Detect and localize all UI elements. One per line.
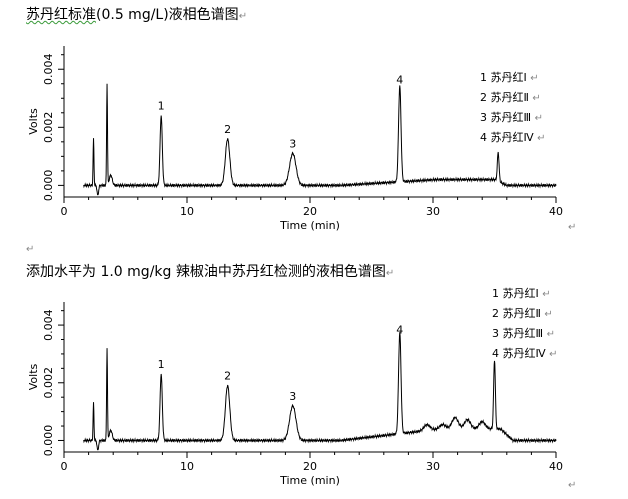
chromatogram-standard: 0 10 20 30 40 Time (min) 0.000 0.002 0.004 Volts 1… [27,46,563,232]
paragraph-mark: ↵ [532,93,541,104]
top-heading-prefix: 苏丹红标准 [26,7,96,23]
x-tick-label: 30 [426,460,440,473]
paragraph-mark: ↵ [537,133,546,144]
legend-item: 3 苏丹红Ⅲ ↵ [492,324,558,344]
legend-label: 3 苏丹红Ⅲ [492,327,544,340]
bottom-chart-heading: 添加水平为 1.0 mg/kg 辣椒油中苏丹红检测的液相色谱图↵ [26,263,394,283]
peak-label-3: 3 [289,390,296,403]
legend-label: 1 苏丹红Ⅰ [480,71,527,84]
x-tick-label: 0 [61,460,68,473]
legend-item: 3 苏丹红Ⅲ ↵ [480,108,546,128]
chromatogram-trace [83,332,557,451]
y-axis-label: Volts [27,363,40,390]
legend-label: 4 苏丹红Ⅳ [480,131,534,144]
top-chart-legend: 1 苏丹红Ⅰ ↵ 2 苏丹红Ⅱ ↵ 3 苏丹红Ⅲ ↵ 4 苏丹红Ⅳ ↵ [480,68,546,148]
chromatogram-sample: 0 10 20 30 40 Time (min) 0.000 0.002 0.004 Volts 1… [27,302,563,487]
paragraph-mark: ↵ [568,480,577,491]
legend-label: 2 苏丹红Ⅱ [480,91,529,104]
peak-label-4: 4 [396,74,403,87]
paragraph-mark: ↵ [546,329,555,340]
paragraph-mark: ↵ [530,73,539,84]
chromatogram-trace [83,83,557,196]
legend-label: 4 苏丹红Ⅳ [492,347,546,360]
top-chart-heading: 苏丹红标准(0.5 mg/L)液相色谱图↵ [26,6,247,26]
paragraph-mark: ↵ [534,113,543,124]
x-tick-label: 40 [549,205,563,218]
y-tick-label: 0.002 [42,112,55,144]
bottom-chart-legend: 1 苏丹红Ⅰ ↵ 2 苏丹红Ⅱ ↵ 3 苏丹红Ⅲ ↵ 4 苏丹红Ⅳ ↵ [492,284,558,364]
y-axis-label: Volts [27,108,40,135]
x-tick-label: 20 [303,205,317,218]
legend-item: 1 苏丹红Ⅰ ↵ [480,68,546,88]
legend-label: 1 苏丹红Ⅰ [492,287,539,300]
paragraph-mark: ↵ [238,11,248,22]
x-tick-label: 20 [303,460,317,473]
y-tick-label: 0.004 [42,309,55,341]
top-heading-suffix: (0.5 mg/L)液相色谱图 [96,7,239,23]
y-tick-label: 0.002 [42,367,55,399]
legend-item: 4 苏丹红Ⅳ ↵ [480,128,546,148]
x-tick-label: 0 [61,205,68,218]
y-tick-label: 0.000 [42,170,55,202]
x-tick-label: 30 [426,205,440,218]
peak-label-1: 1 [158,358,165,371]
paragraph-mark: ↵ [568,222,577,233]
peak-label-3: 3 [289,137,296,150]
peak-label-1: 1 [158,100,165,113]
paragraph-mark: ↵ [385,268,395,279]
legend-item: 2 苏丹红Ⅱ ↵ [492,304,558,324]
legend-label: 2 苏丹红Ⅱ [492,307,541,320]
paragraph-mark: ↵ [549,349,558,360]
x-tick-label: 40 [549,460,563,473]
x-axis-label: Time (min) [279,219,340,232]
peak-label-2: 2 [224,123,231,136]
bottom-heading-text: 添加水平为 1.0 mg/kg 辣椒油中苏丹红检测的液相色谱图 [26,264,386,280]
x-tick-label: 10 [180,205,194,218]
x-tick-label: 10 [180,460,194,473]
paragraph-mark: ↵ [26,244,35,255]
legend-item: 1 苏丹红Ⅰ ↵ [492,284,558,304]
legend-item: 4 苏丹红Ⅳ ↵ [492,344,558,364]
legend-label: 3 苏丹红Ⅲ [480,111,532,124]
peak-label-4: 4 [396,324,403,337]
paragraph-mark: ↵ [542,289,551,300]
x-axis-label: Time (min) [279,474,340,487]
y-tick-label: 0.000 [42,425,55,457]
y-tick-label: 0.004 [42,53,55,85]
peak-label-2: 2 [224,370,231,383]
legend-item: 2 苏丹红Ⅱ ↵ [480,88,546,108]
paragraph-mark: ↵ [544,309,553,320]
